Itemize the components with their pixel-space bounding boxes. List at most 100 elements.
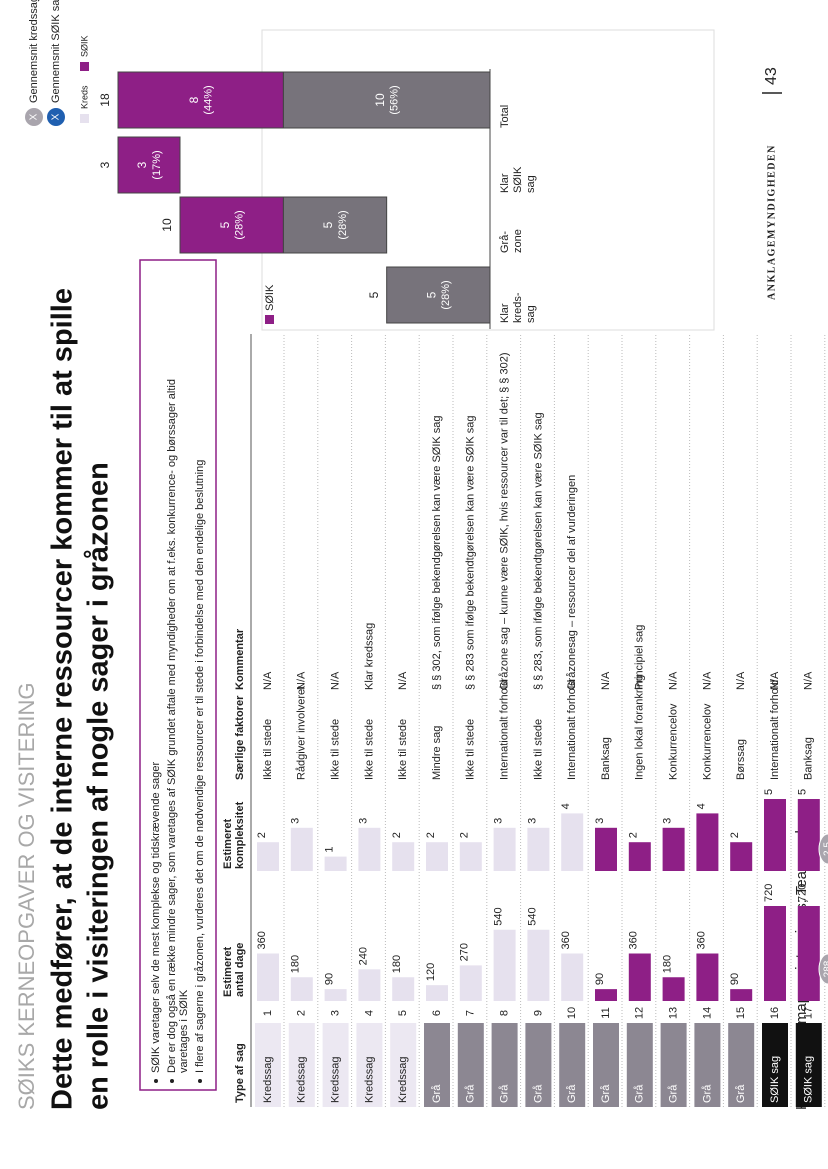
days-label: 360 xyxy=(695,931,707,949)
complexity-bar xyxy=(493,827,516,871)
days-label: 540 xyxy=(493,907,505,925)
complexity-bar xyxy=(392,842,415,871)
complexity-bar xyxy=(730,842,753,871)
type-label: SØIK sag xyxy=(803,1056,815,1103)
average-badge xyxy=(818,953,828,985)
column-header: kompleksitet xyxy=(234,801,246,869)
type-cell xyxy=(660,1023,687,1107)
type-label: Grå xyxy=(499,1084,511,1103)
comment: Principiel sag xyxy=(634,625,646,690)
type-label: Grå xyxy=(600,1084,612,1103)
type-label: Grå xyxy=(668,1084,680,1103)
comment: § § 302, som ifølge bekendgørelsen kan v… xyxy=(431,415,443,690)
complexity-label: 2 xyxy=(256,832,268,838)
factor: Internationalt forhold xyxy=(499,680,511,780)
type-cell xyxy=(288,1023,315,1107)
type-label: Kredssag xyxy=(363,1057,375,1103)
factor: Ikke til stede xyxy=(465,719,477,780)
column-header: Estimeret xyxy=(222,819,234,869)
factor: Konkurrencelov xyxy=(701,703,713,780)
type-cell xyxy=(424,1023,450,1107)
complexity-label: 2 xyxy=(459,832,471,838)
complexity-label: 2 xyxy=(729,832,741,838)
row-number: 1 xyxy=(262,1010,274,1016)
legend-average-marker xyxy=(25,108,43,126)
days-label: 360 xyxy=(256,931,268,949)
complexity-label: 5 xyxy=(763,789,775,795)
row-number: 8 xyxy=(499,1010,511,1016)
complexity-label: 2 xyxy=(425,832,437,838)
category-label: zone xyxy=(512,229,524,253)
type-cell xyxy=(525,1023,552,1107)
average-label: 2,5 xyxy=(823,842,828,856)
total-label: 5 xyxy=(367,291,381,298)
days-label: 360 xyxy=(560,931,572,949)
column-header: Særlige faktorer xyxy=(234,695,246,780)
waterfall-segment xyxy=(117,136,181,194)
type-cell xyxy=(762,1023,788,1107)
complexity-label: 2 xyxy=(391,832,403,838)
logo: ANKLAGEMYNDIGHEDEN xyxy=(766,144,777,300)
type-label: Kredssag xyxy=(262,1057,274,1103)
column-header: Type af sag xyxy=(234,1043,246,1103)
comment: § § 283 som ifølge bekendtgørelsen kan v… xyxy=(465,415,477,690)
legend-average-x: X xyxy=(29,113,40,120)
waterfall-segment xyxy=(117,71,284,129)
comment: N/A xyxy=(600,671,612,690)
factor: Mindre sag xyxy=(431,726,443,780)
category-label: kreds- xyxy=(512,292,524,323)
days-label: 720 xyxy=(797,884,809,902)
days-label: 540 xyxy=(526,907,538,925)
comment: N/A xyxy=(668,671,680,690)
row-number: 17 xyxy=(803,1007,815,1019)
inner-legend-swatch xyxy=(265,315,274,324)
days-label: 120 xyxy=(425,963,437,981)
category-label: Klar xyxy=(499,303,511,323)
legend-swatch xyxy=(80,114,89,123)
type-cell xyxy=(728,1023,755,1107)
segment-pct: (56%) xyxy=(389,85,401,114)
complexity-bar xyxy=(257,842,279,871)
complexity-bar xyxy=(595,827,617,871)
comment: Gråzone sag – kunne være SØIK, hvis ress… xyxy=(499,353,511,691)
row-number: 10 xyxy=(566,1007,578,1019)
type-cell xyxy=(795,1023,822,1107)
comment: N/A xyxy=(330,671,342,690)
complexity-label: 5 xyxy=(797,789,809,795)
legend-average-label: Gennemsnit kredssager xyxy=(28,0,40,103)
days-label: 90 xyxy=(729,973,741,985)
complexity-bar xyxy=(527,827,550,871)
title-line: en rolle i visiteringen af nogle sager i… xyxy=(83,462,115,1110)
segment-value: 5 xyxy=(321,221,335,228)
title-line: Dette medfører, at de interne ressourcer… xyxy=(47,288,79,1110)
bullet-text: varetages i SØIK xyxy=(178,989,190,1073)
segment-value: 5 xyxy=(218,221,232,228)
type-cell xyxy=(322,1023,349,1107)
type-label: SØIK sag xyxy=(769,1056,781,1103)
row-number: 6 xyxy=(431,1010,443,1016)
average-label: 288 xyxy=(823,960,828,977)
segment-value: 10 xyxy=(373,93,387,107)
days-bar xyxy=(662,977,685,1001)
comment: N/A xyxy=(735,671,747,690)
kicker: SØIKS KERNEOPGAVER OG VISITERING xyxy=(14,683,39,1110)
row-number: 3 xyxy=(330,1010,342,1016)
category-label: Grå- xyxy=(499,231,511,253)
row-number: 13 xyxy=(668,1007,680,1019)
complexity-label: 3 xyxy=(526,818,538,824)
days-label: 240 xyxy=(357,947,369,965)
days-bar xyxy=(257,953,279,1001)
comment: Klar kredssag xyxy=(363,623,375,690)
type-cell xyxy=(356,1023,383,1107)
days-bar xyxy=(595,989,617,1001)
complexity-label: 3 xyxy=(290,818,302,824)
days-bar xyxy=(290,977,313,1001)
complexity-bar xyxy=(426,842,448,871)
days-bar xyxy=(426,985,448,1001)
segment-pct: (44%) xyxy=(203,85,215,114)
complexity-bar xyxy=(561,813,584,871)
row-number: 14 xyxy=(701,1007,713,1019)
total-label: 18 xyxy=(98,93,112,107)
